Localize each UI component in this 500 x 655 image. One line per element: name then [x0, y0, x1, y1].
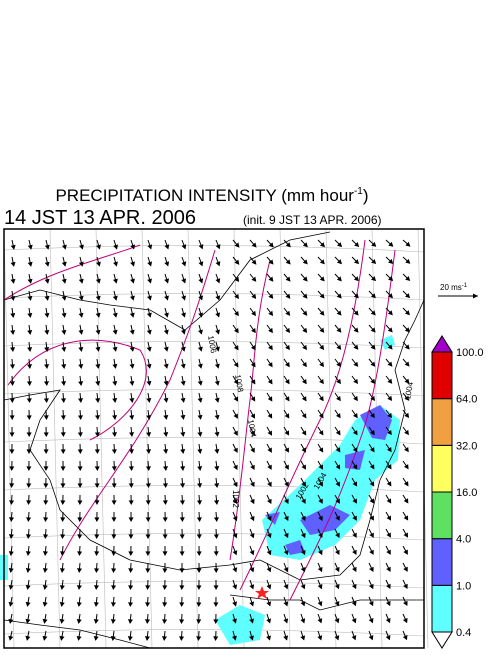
- colorbar-label: 32.0: [456, 440, 477, 452]
- colorbar-label: 100.0: [456, 347, 484, 359]
- colorbar-label: 64.0: [456, 394, 477, 406]
- colorbar-label: 16.0: [456, 487, 477, 499]
- colorbar-segment: [432, 492, 452, 539]
- wind-scale-sup: -1: [462, 283, 468, 289]
- colorbar-segment: [432, 445, 452, 492]
- colorbar-over: [432, 336, 452, 352]
- title-text: PRECIPITATION INTENSITY (mm hour: [55, 186, 354, 205]
- colorbar-segment: [432, 539, 452, 586]
- isobar-label: 1002: [231, 490, 240, 508]
- colorbar-segment: [432, 352, 452, 399]
- wind-scale: 20 ms-1: [438, 283, 478, 299]
- colorbar-label: 4.0: [456, 534, 471, 546]
- wind-scale-head: [473, 294, 478, 299]
- wind-scale-text: 20 ms: [440, 283, 462, 292]
- valid-time: 14 JST 13 APR. 2006: [4, 207, 196, 229]
- wind-scale-label: 20 ms-1: [440, 283, 468, 292]
- colorbar-segment: [432, 399, 452, 446]
- colorbar-label: 0.4: [456, 627, 471, 639]
- title-end: ): [363, 186, 369, 205]
- colorbar-under: [432, 632, 452, 648]
- colorbar: 0.4 1.0 4.0 16.0 32.0 64.0 100.0: [432, 336, 484, 648]
- colorbar-segment: [432, 585, 452, 632]
- colorbar-label: 1.0: [456, 580, 471, 592]
- title: PRECIPITATION INTENSITY (mm hour-1): [55, 186, 368, 205]
- init-time: (init. 9 JST 13 APR. 2006): [243, 213, 382, 227]
